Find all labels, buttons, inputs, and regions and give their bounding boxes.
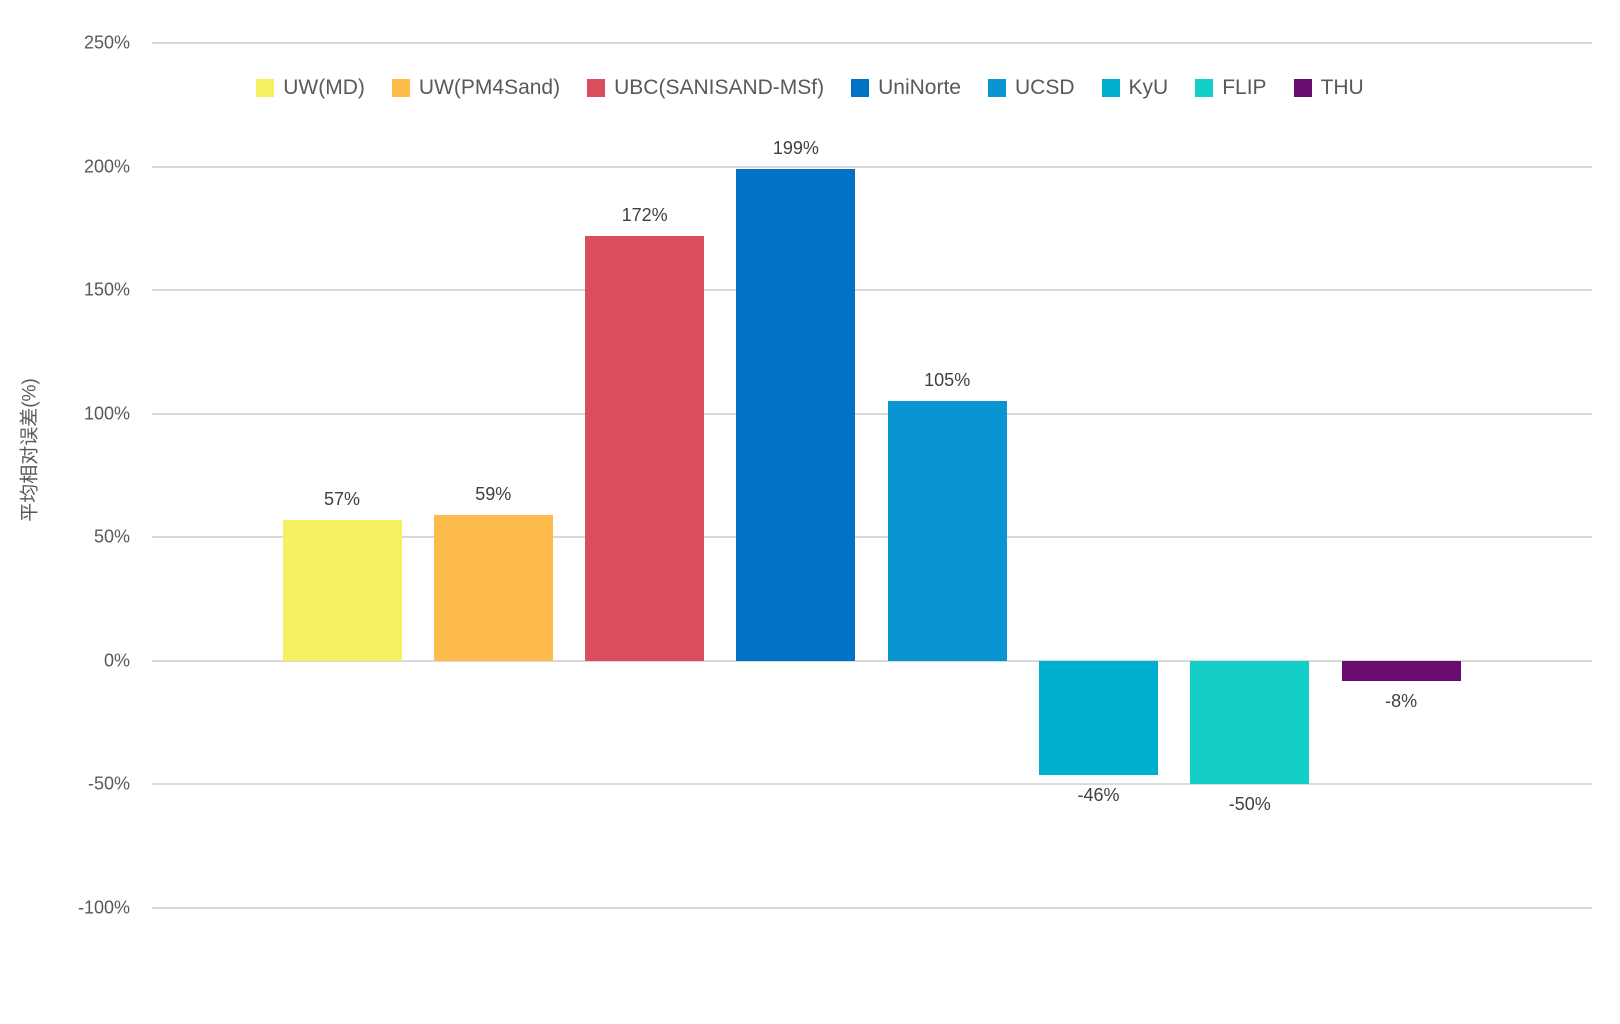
legend-swatch-icon [256, 79, 275, 97]
legend-label: FLIP [1222, 76, 1267, 99]
bar-FLIP [1190, 660, 1310, 785]
legend-item-UW(MD): UW(MD) [256, 76, 365, 100]
gridline-50 [152, 536, 1592, 539]
data-label-UniNorte: 199% [772, 138, 819, 159]
data-label-UW(MD): 57% [323, 488, 361, 509]
gridline--50 [152, 783, 1592, 786]
y-axis-title: 平均相对误差(%) [19, 378, 41, 522]
data-label-UCSD: 105% [924, 370, 971, 391]
y-tick-label: 50% [93, 526, 130, 547]
y-tick-label: 150% [83, 279, 130, 300]
data-label-FLIP: -50% [1228, 794, 1271, 815]
legend-label: UW(MD) [283, 76, 365, 99]
legend-swatch-icon [851, 79, 870, 97]
bar-KyU [1039, 660, 1158, 775]
legend-item-FLIP: FLIP [1195, 76, 1267, 100]
legend-swatch-icon [587, 79, 606, 97]
gridline-150 [152, 289, 1592, 292]
y-tick-label: 100% [83, 403, 130, 424]
legend-item-THU: THU [1293, 76, 1364, 100]
gridline-0 [152, 659, 1592, 662]
data-label-UBC(SANISAND-MSf): 172% [621, 204, 668, 225]
legend-item-KyU: KyU [1101, 76, 1169, 100]
gridline-250 [152, 42, 1592, 44]
bar-UBC(SANISAND-MSf) [585, 235, 705, 661]
bar-UniNorte [736, 169, 856, 661]
legend-swatch-icon [391, 79, 410, 97]
y-tick-label: 200% [83, 156, 130, 177]
plot-area: 57% 59% 172% 199% 105% -46% -50% -8% [152, 42, 1592, 909]
legend-item-UCSD: UCSD [988, 76, 1075, 100]
legend-item-UBC(SANISAND-MSf): UBC(SANISAND-MSf) [587, 76, 824, 100]
bar-UCSD [887, 401, 1007, 661]
legend-label: UCSD [1015, 76, 1075, 99]
y-tick-label: 250% [83, 32, 130, 53]
y-tick-label: -100% [77, 897, 130, 918]
gridline-200 [152, 165, 1592, 168]
legend-label: UW(PM4Sand) [418, 76, 561, 99]
data-label-UW(PM4Sand): 59% [475, 484, 512, 505]
gridline--100 [152, 907, 1592, 909]
bar-UW(PM4Sand) [433, 515, 553, 661]
legend-item-UW(PM4Sand): UW(PM4Sand) [391, 76, 561, 100]
legend-label: UniNorte [878, 76, 961, 99]
gridline-100 [152, 412, 1592, 415]
legend-swatch-icon [1293, 79, 1312, 97]
legend-item-UniNorte: UniNorte [851, 76, 961, 100]
y-tick-label: -50% [87, 773, 130, 794]
bar-THU [1341, 660, 1461, 681]
bar-UW(MD) [282, 519, 402, 661]
legend: UW(MD) UW(PM4Sand) UBC(SANISAND-MSf) UniNor… [0, 76, 1620, 100]
data-label-KyU: -46% [1077, 784, 1120, 805]
y-tick-label: 0% [103, 650, 130, 671]
legend-label: KyU [1128, 76, 1169, 99]
legend-label: THU [1320, 76, 1364, 99]
legend-swatch-icon [1195, 79, 1214, 97]
data-label-THU: -8% [1385, 690, 1418, 711]
legend-label: UBC(SANISAND-MSf) [614, 76, 825, 99]
legend-swatch-icon [1101, 79, 1120, 97]
legend-swatch-icon [988, 79, 1006, 97]
